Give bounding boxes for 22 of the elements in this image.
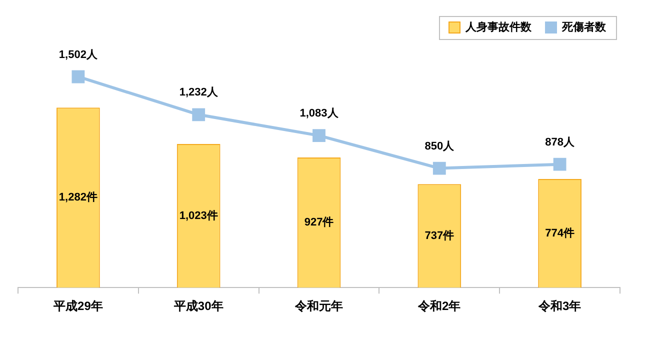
data-label: 737件	[424, 228, 454, 242]
point	[312, 129, 326, 142]
point	[72, 70, 85, 84]
x-tick-label: 令和3年	[537, 299, 582, 314]
data-label: 850人	[424, 140, 456, 152]
data-label: 1,083人	[300, 108, 340, 120]
point	[432, 162, 446, 175]
data-label: 878人	[545, 136, 576, 148]
x-tick-label: 令和元年	[294, 299, 343, 314]
x-tick-label: 令和2年	[417, 299, 461, 314]
legend-label: 人身事故件数	[464, 20, 532, 34]
data-label: 927件	[304, 216, 334, 229]
point	[192, 108, 206, 122]
data-label: 1,502人	[58, 48, 98, 61]
point	[553, 158, 566, 171]
data-label: 1,232人	[179, 86, 219, 99]
data-label: 1,282件	[58, 190, 98, 204]
legend-label: 死傷者数	[561, 20, 607, 34]
data-label: 774件	[545, 226, 574, 240]
x-tick-label: 平成30年	[172, 299, 224, 314]
data-label: 1,023件	[179, 208, 218, 222]
x-tick-label: 平成29年	[52, 299, 103, 314]
